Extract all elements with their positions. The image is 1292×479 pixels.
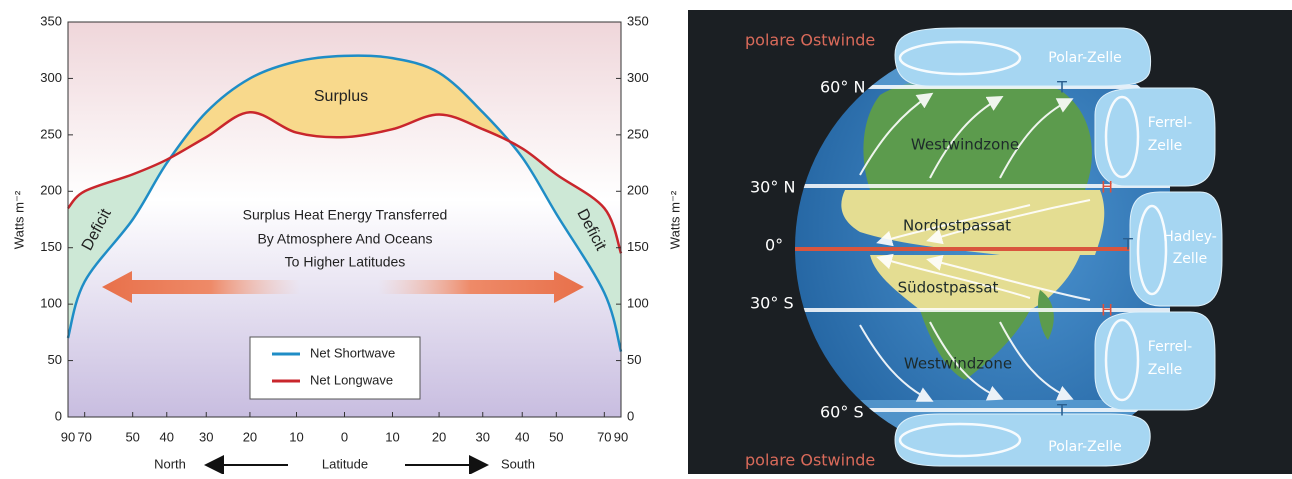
zone-label: Südostpassat	[898, 279, 999, 297]
cell-label: Polar-Zelle	[1048, 50, 1122, 66]
y2-axis-title: Watts m⁻²	[667, 190, 682, 249]
legend	[249, 336, 421, 400]
annotation-line: By Atmosphere And Oceans	[257, 231, 432, 247]
y2-tick-label: 350	[627, 13, 649, 28]
wind-arrow	[859, 324, 934, 402]
y-tick-label: 0	[55, 408, 62, 423]
x-tick-label: 70	[77, 429, 91, 444]
y2-tick-label: 100	[627, 296, 649, 311]
pressure-label: H	[1101, 178, 1113, 197]
ferrel-cell	[1094, 311, 1216, 411]
y2-tick-label: 0	[627, 408, 634, 423]
wind-arrow	[926, 199, 1091, 245]
cell-circulation	[1104, 95, 1140, 179]
wind-arrow	[999, 98, 1074, 179]
y-tick-label: 200	[40, 183, 62, 198]
x-tick-label: 40	[515, 429, 529, 444]
y-tick-label: 150	[40, 239, 62, 254]
pressure-label: T	[1056, 78, 1067, 97]
x-tick-label: 90	[614, 429, 628, 444]
annotation-line: To Higher Latitudes	[285, 254, 406, 270]
legend-label: Net Shortwave	[310, 345, 395, 360]
surplus-label: Surplus	[314, 88, 368, 105]
zone-label: Nordostpassat	[903, 217, 1011, 235]
hadley-cell	[1129, 191, 1223, 307]
x-tick-label: 90	[61, 429, 75, 444]
x-tick-label: 50	[125, 429, 139, 444]
x-south-label: South	[501, 456, 535, 471]
x-tick-label: 10	[289, 429, 303, 444]
pressure-label: T	[1122, 235, 1133, 254]
x-north-label: North	[154, 456, 186, 471]
polar-cell	[894, 413, 1151, 467]
x-tick-label: 10	[385, 429, 399, 444]
cell-label: Hadley-	[1163, 229, 1217, 245]
pressure-label: H	[1101, 301, 1113, 320]
y2-tick-label: 300	[627, 70, 649, 85]
island	[1037, 290, 1054, 340]
latitude-label: 60° S	[820, 403, 864, 422]
series-line	[67, 111, 623, 254]
wind-label: polare Ostwinde	[745, 451, 875, 470]
wind-arrow	[929, 96, 1004, 179]
cell-circulation	[898, 422, 1022, 458]
transfer-arrow-right	[378, 271, 584, 303]
wind-label: polare Ostwinde	[745, 31, 875, 50]
y2-tick-label: 150	[627, 239, 649, 254]
wind-arrow	[876, 204, 1031, 247]
cell-label: Polar-Zelle	[1048, 439, 1122, 455]
y2-tick-label: 250	[627, 126, 649, 141]
circulation-diagram: polare Ostwinde polare Ostwinde 60° N 30…	[688, 10, 1292, 474]
wind-arrow	[876, 253, 1031, 299]
cell-circulation	[1136, 204, 1168, 296]
wind-arrow	[999, 321, 1074, 401]
cell-label: Zelle	[1148, 362, 1183, 378]
cell-circulation	[1104, 318, 1140, 402]
zone-label: Westwindzone	[904, 355, 1012, 373]
cell-label: Ferrel-	[1148, 339, 1192, 355]
y2-tick-label: 200	[627, 183, 649, 198]
cell-label: Zelle	[1148, 138, 1183, 154]
latitude-label: 30° S	[750, 294, 794, 313]
desert	[841, 190, 1105, 255]
x-tick-label: 70	[597, 429, 611, 444]
zone-label: Westwindzone	[911, 136, 1019, 154]
x-tick-label: 50	[549, 429, 563, 444]
latitude-label: 60° N	[820, 78, 865, 97]
legend-label: Net Longwave	[310, 372, 393, 387]
x-tick-label: 30	[476, 429, 490, 444]
annotation-line: Surplus Heat Energy Transferred	[243, 207, 448, 223]
y-tick-label: 50	[48, 352, 62, 367]
series-line	[66, 54, 623, 352]
y-tick-label: 300	[40, 70, 62, 85]
y-tick-label: 100	[40, 296, 62, 311]
wind-arrow	[929, 321, 1004, 401]
x-tick-label: 40	[160, 429, 174, 444]
cell-label: Zelle	[1173, 251, 1208, 267]
chart: Surplus Deficit Deficit Surplus Heat Ene…	[11, 13, 682, 475]
wind-arrow	[859, 92, 934, 176]
y-tick-label: 350	[40, 13, 62, 28]
x-tick-label: 30	[199, 429, 213, 444]
wind-arrow	[926, 255, 1091, 301]
cell-label: Ferrel-	[1148, 115, 1192, 131]
latitude-label: 30° N	[750, 178, 795, 197]
y-tick-label: 250	[40, 126, 62, 141]
cell-circulation	[898, 40, 1022, 76]
x-tick-label: 20	[432, 429, 446, 444]
y2-tick-label: 50	[627, 352, 641, 367]
latitude-label: 0°	[765, 236, 783, 255]
ferrel-cell	[1094, 87, 1216, 187]
x-tick-label: 0	[341, 429, 348, 444]
x-axis-title: Latitude	[322, 456, 368, 471]
transfer-arrow-left	[102, 271, 300, 303]
y-axis-title: Watts m⁻²	[11, 190, 26, 249]
pressure-label: T	[1056, 401, 1067, 420]
x-tick-label: 20	[243, 429, 257, 444]
